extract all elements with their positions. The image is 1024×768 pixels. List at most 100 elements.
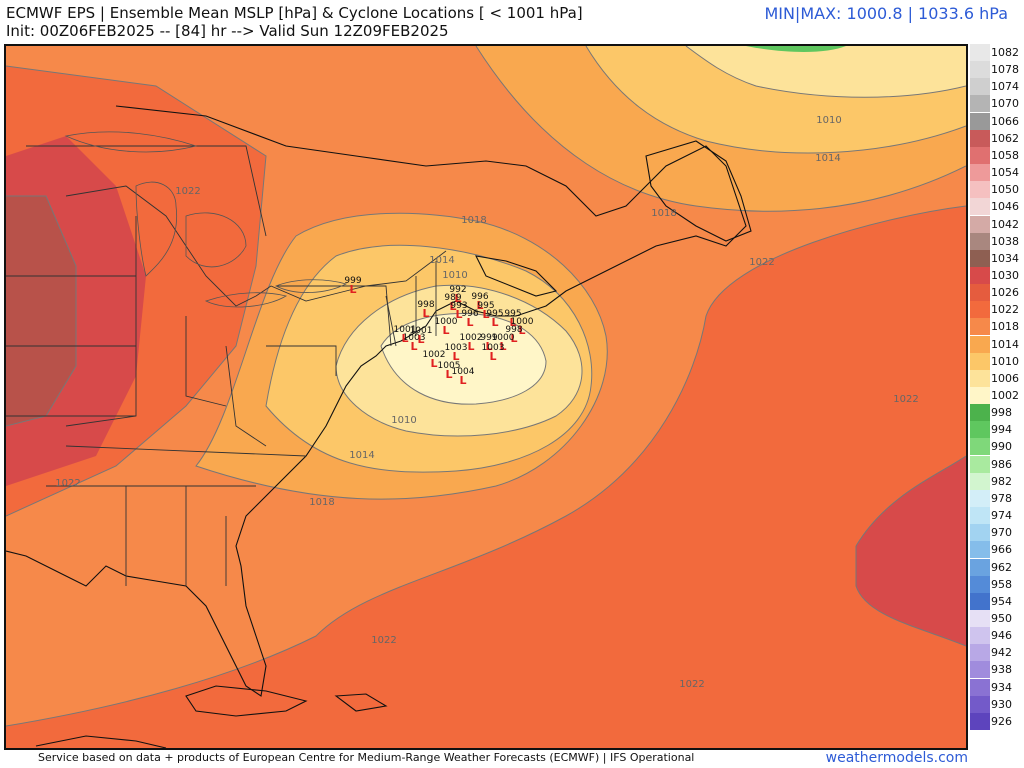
colorbar-label: 1018 [991, 320, 1019, 334]
colorbar-label: 982 [991, 474, 1012, 488]
colorbar-row: 938 [970, 661, 1024, 679]
colorbar-swatch [970, 644, 990, 662]
colorbar-swatch [970, 438, 990, 456]
colorbar-row: 1038 [970, 232, 1024, 250]
colorbar-swatch [970, 335, 990, 353]
colorbar-label: 1050 [991, 183, 1019, 197]
colorbar-label: 926 [991, 714, 1012, 728]
cyclone-pressure-label: 998 [505, 325, 522, 335]
cyclone-pressure-label: 1005 [438, 361, 461, 371]
colorbar-row: 958 [970, 575, 1024, 593]
newfoundland-outline [645, 140, 752, 242]
colorbar-label: 1034 [991, 251, 1019, 265]
state-borders [6, 145, 447, 586]
cyclone-low-marker: L [349, 283, 356, 296]
colorbar-label: 1058 [991, 148, 1019, 162]
colorbar-swatch [970, 661, 990, 679]
colorbar-row: 1058 [970, 146, 1024, 164]
colorbar-label: 946 [991, 629, 1012, 643]
colorbar-row: 1010 [970, 352, 1024, 370]
fill-1022-atlantic [6, 206, 966, 748]
isobar-label: 1014 [349, 450, 374, 461]
colorbar-row: 1082 [970, 44, 1024, 61]
cyclone-low-marker: L [518, 324, 525, 337]
border-southeast [46, 445, 307, 586]
colorbar-row: 934 [970, 678, 1024, 696]
fill-1006-north [686, 46, 966, 98]
cyclone-low-marker: L [449, 300, 456, 313]
colorbar-row: 1066 [970, 112, 1024, 130]
lake-erie [204, 292, 288, 308]
cyclone-low-marker: L [476, 299, 483, 312]
fill-998-north [746, 46, 846, 52]
colorbar-swatch [970, 112, 990, 130]
colorbar-label: 942 [991, 646, 1012, 660]
colorbar-label: 994 [991, 423, 1012, 437]
colorbar-label: 962 [991, 560, 1012, 574]
isobar-label: 1010 [391, 415, 416, 426]
colorbar-swatch [970, 712, 990, 730]
colorbar-swatch [970, 249, 990, 267]
colorbar-swatch [970, 301, 990, 319]
colorbar-swatch [970, 352, 990, 370]
colorbar-swatch [970, 387, 990, 404]
colorbar-label: 1070 [991, 97, 1019, 111]
colorbar-label: 1022 [991, 303, 1019, 317]
isobar-1006-north [685, 46, 966, 98]
cyclone-pressure-label: 999 [480, 333, 497, 343]
colorbar-label: 930 [991, 697, 1012, 711]
border-canada-us [26, 145, 267, 237]
colorbar-swatch [970, 78, 990, 96]
cyclone-pressure-label: 1001 [394, 325, 417, 335]
isobar-label: 1022 [679, 679, 704, 690]
colorbar-row: 982 [970, 472, 1024, 490]
colorbar-label: 970 [991, 526, 1012, 540]
colorbar-label: 1038 [991, 234, 1019, 248]
nova-scotia-outline [475, 255, 558, 297]
colorbar-row: 926 [970, 712, 1024, 730]
colorbar-label: 990 [991, 440, 1012, 454]
cyclone-low-marker: L [489, 350, 496, 363]
colorbar-swatch [970, 318, 990, 336]
border-great-lakes [65, 185, 447, 307]
colorbar-label: 974 [991, 509, 1012, 523]
fill-1002-storm [381, 313, 546, 405]
cyclone-low-marker: L [491, 316, 498, 329]
colorbar-swatch [970, 404, 990, 422]
colorbar-row: 1050 [970, 181, 1024, 199]
colorbar-label: 954 [991, 594, 1012, 608]
colorbar-swatch [970, 695, 990, 713]
cyclone-pressure-label: 1000 [492, 333, 515, 343]
isobar-label: 1010 [816, 115, 841, 126]
colorbar-swatch [970, 129, 990, 147]
cyclone-pressure-label: 1000 [435, 317, 458, 327]
colorbar-row: 994 [970, 421, 1024, 439]
isobar-lines [6, 46, 966, 727]
site-credit[interactable]: weathermodels.com [825, 750, 968, 766]
colorbar-row: 974 [970, 507, 1024, 525]
lake-superior [64, 131, 198, 153]
cyclone-low-marker: L [509, 316, 516, 329]
cyclone-pressure-label: 995 [486, 309, 503, 319]
colorbar-swatch [970, 284, 990, 302]
colorbar-label: 1062 [991, 131, 1019, 145]
colorbar-label: 1074 [991, 80, 1019, 94]
cyclone-low-marker: L [455, 308, 462, 321]
cyclone-low-marker: L [417, 333, 424, 346]
colorbar-row: 1002 [970, 387, 1024, 404]
colorbar-swatch [970, 146, 990, 164]
data-source-credit: Service based on data + products of Euro… [38, 751, 695, 764]
colorbar-label: 958 [991, 577, 1012, 591]
cyclone-low-marker: L [422, 307, 429, 320]
hispaniola-outline [334, 693, 388, 712]
cyclone-low-marker: L [466, 316, 473, 329]
colorbar-label: 950 [991, 611, 1012, 625]
map-panel[interactable]: 1010 1014 1022 1018 1022 1018 1014 1010 1010 1014… [4, 44, 968, 750]
isobar-1022-atlantic [6, 205, 966, 727]
colorbar-row: 978 [970, 489, 1024, 507]
colorbar-swatch [970, 609, 990, 627]
isobar-label-group: 1010 1014 1022 1018 1022 1018 1014 1010 1010 1014… [55, 115, 918, 690]
colorbar-row: 1026 [970, 284, 1024, 302]
minmax-readout: MIN|MAX: 1000.8 | 1033.6 hPa [764, 4, 1008, 23]
colorbar-swatch [970, 95, 990, 113]
